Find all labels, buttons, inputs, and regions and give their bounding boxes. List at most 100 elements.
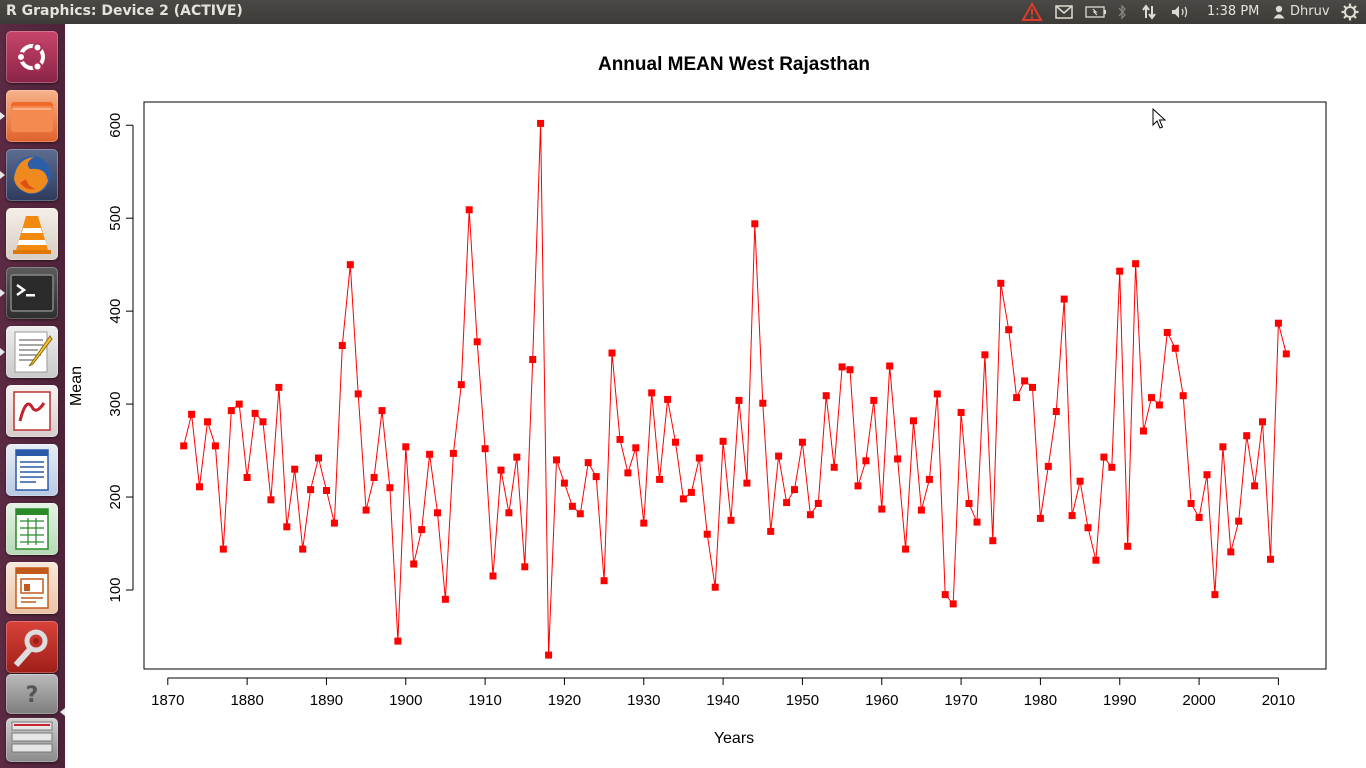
data-point xyxy=(259,418,267,426)
impress-icon xyxy=(15,567,49,609)
data-point xyxy=(449,449,457,457)
x-tick-label: 1980 xyxy=(1024,692,1057,709)
chart-title: Annual MEAN West Rajasthan xyxy=(598,54,870,75)
ubuntu-dash-button[interactable] xyxy=(6,31,58,83)
data-point xyxy=(188,410,196,418)
data-point xyxy=(402,443,410,451)
data-point xyxy=(965,500,973,507)
plot-frame xyxy=(143,101,1327,670)
data-point xyxy=(600,577,608,585)
series-line xyxy=(183,123,1287,656)
data-point xyxy=(687,488,695,496)
x-tick-label: 1900 xyxy=(389,692,422,709)
terminal-launcher[interactable] xyxy=(6,267,58,319)
data-point xyxy=(505,509,513,517)
data-point xyxy=(783,499,791,507)
data-point xyxy=(378,407,386,415)
data-point xyxy=(204,418,211,426)
data-point xyxy=(473,338,481,346)
data-point xyxy=(1124,542,1132,550)
data-point xyxy=(267,496,275,504)
data-point xyxy=(616,435,624,443)
data-point xyxy=(672,438,679,446)
mail-icon[interactable] xyxy=(1052,0,1076,24)
data-point xyxy=(870,396,878,404)
data-point xyxy=(957,409,965,416)
x-tick-label: 2010 xyxy=(1262,692,1295,709)
calc-launcher[interactable] xyxy=(6,503,58,555)
data-point xyxy=(1267,555,1274,563)
data-point xyxy=(1195,514,1203,521)
user-icon[interactable] xyxy=(1271,0,1287,24)
network-icon[interactable] xyxy=(1138,0,1160,24)
data-point xyxy=(330,519,338,527)
question-mark-icon: ? xyxy=(26,683,39,708)
data-point xyxy=(624,469,632,477)
data-point xyxy=(1227,548,1235,556)
document-viewer-launcher[interactable] xyxy=(6,385,58,437)
volume-icon[interactable] xyxy=(1168,0,1194,24)
data-point xyxy=(553,456,560,464)
top-panel: R Graphics: Device 2 (ACTIVE) 1:38 PM Dh… xyxy=(0,0,1366,24)
data-point xyxy=(521,563,529,571)
y-tick-label: 400 xyxy=(107,299,124,324)
text-editor-launcher[interactable] xyxy=(6,326,58,378)
data-point xyxy=(1013,394,1021,402)
unknown-app-launcher[interactable]: ? xyxy=(6,674,58,714)
svg-text:?: ? xyxy=(26,683,39,708)
data-point xyxy=(798,438,806,446)
data-point xyxy=(814,500,822,507)
data-point xyxy=(640,519,648,527)
text-editor-icon xyxy=(14,331,53,373)
workspace-icon xyxy=(11,721,53,753)
impress-launcher[interactable] xyxy=(6,562,58,614)
firefox-launcher[interactable] xyxy=(6,149,58,201)
gear-icon[interactable] xyxy=(1338,0,1362,24)
data-point xyxy=(989,537,997,545)
data-point xyxy=(1092,556,1100,564)
bluetooth-icon[interactable] xyxy=(1114,0,1130,24)
data-point xyxy=(775,452,783,460)
files-launcher[interactable] xyxy=(6,90,58,142)
battery-icon[interactable] xyxy=(1084,0,1108,24)
data-point xyxy=(1116,267,1124,275)
data-point xyxy=(457,381,465,389)
y-tick-label: 100 xyxy=(107,577,124,602)
data-point xyxy=(441,595,449,603)
warning-icon[interactable] xyxy=(1019,0,1045,24)
data-point xyxy=(886,362,894,370)
data-point xyxy=(854,482,862,490)
data-point xyxy=(1203,471,1211,479)
data-point xyxy=(1068,512,1076,520)
data-point xyxy=(211,442,219,450)
data-point xyxy=(196,483,203,491)
data-point xyxy=(338,342,346,349)
x-tick-label: 1890 xyxy=(310,692,343,709)
data-point xyxy=(1211,591,1219,599)
data-point xyxy=(560,479,568,487)
data-point xyxy=(973,518,981,526)
data-point xyxy=(513,453,521,461)
x-tick-label: 1940 xyxy=(706,692,739,709)
data-point xyxy=(315,454,322,462)
system-settings-launcher[interactable] xyxy=(6,621,58,673)
data-point xyxy=(291,465,299,473)
data-point xyxy=(664,395,672,403)
data-point xyxy=(759,399,767,407)
data-point xyxy=(1100,453,1108,461)
data-point xyxy=(1163,329,1171,336)
vlc-launcher[interactable] xyxy=(6,208,58,260)
firefox-icon xyxy=(13,156,51,194)
writer-launcher[interactable] xyxy=(6,444,58,496)
user-name[interactable]: Dhruv xyxy=(1290,4,1330,19)
data-point xyxy=(497,466,505,474)
clock[interactable]: 1:38 PM xyxy=(1207,4,1260,19)
settings-icon xyxy=(13,629,48,667)
data-point xyxy=(1179,392,1187,400)
y-tick-label: 600 xyxy=(107,113,124,138)
data-point xyxy=(1187,500,1195,507)
data-point xyxy=(925,475,933,483)
workspace-switcher[interactable] xyxy=(6,718,58,762)
data-point xyxy=(299,545,307,553)
data-point xyxy=(283,523,291,531)
